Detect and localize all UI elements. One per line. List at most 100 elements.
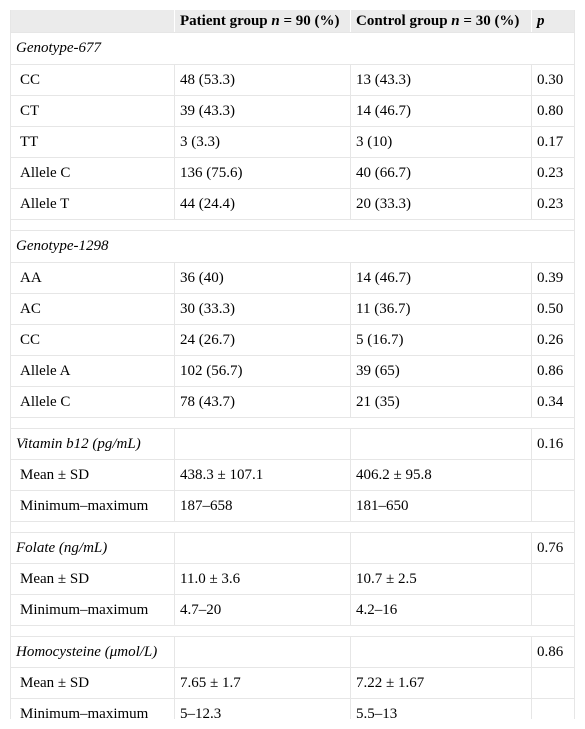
table-row: Mean ± SD 11.0 ± 3.6 10.7 ± 2.5 xyxy=(11,563,574,594)
table-row: Allele C 78 (43.7) 21 (35) 0.34 xyxy=(11,386,574,417)
section-vitamin-b12: Vitamin b12 (pg/mL) 0.16 xyxy=(11,428,574,459)
spacer-cell xyxy=(11,417,574,428)
patient-value: 438.3 ± 107.1 xyxy=(175,459,351,490)
patient-value: 39 (43.3) xyxy=(175,95,351,126)
control-value: 14 (46.7) xyxy=(351,95,532,126)
spacer-cell xyxy=(11,625,574,636)
row-label: Mean ± SD xyxy=(11,563,175,594)
patient-value: 5–12.3 xyxy=(175,698,351,719)
section-title: Genotype-677 xyxy=(11,32,574,64)
patient-value: 7.65 ± 1.7 xyxy=(175,667,351,698)
spacer-row xyxy=(11,521,574,532)
table-row: Allele C 136 (75.6) 40 (66.7) 0.23 xyxy=(11,157,574,188)
data-table-container: Patient group n = 90 (%) Control group n… xyxy=(10,10,575,719)
control-value: 4.2–16 xyxy=(351,594,532,625)
row-label: Allele A xyxy=(11,355,175,386)
p-value: 0.17 xyxy=(532,126,574,157)
row-label: Allele T xyxy=(11,188,175,219)
empty-cell xyxy=(532,490,574,521)
table-row: TT 3 (3.3) 3 (10) 0.17 xyxy=(11,126,574,157)
patient-value: 24 (26.7) xyxy=(175,324,351,355)
patient-value: 44 (24.4) xyxy=(175,188,351,219)
row-label: AC xyxy=(11,293,175,324)
table-row: CC 24 (26.7) 5 (16.7) 0.26 xyxy=(11,324,574,355)
control-value: 14 (46.7) xyxy=(351,262,532,293)
table-row: Mean ± SD 7.65 ± 1.7 7.22 ± 1.67 xyxy=(11,667,574,698)
row-label: CC xyxy=(11,64,175,95)
section-folate: Folate (ng/mL) 0.76 xyxy=(11,532,574,563)
section-title: Vitamin b12 (pg/mL) xyxy=(11,428,175,459)
header-control-col: Control group n = 30 (%) xyxy=(351,10,532,32)
spacer-cell xyxy=(11,219,574,230)
table-row: Minimum–maximum 5–12.3 5.5–13 xyxy=(11,698,574,719)
row-label: Allele C xyxy=(11,157,175,188)
empty-cell xyxy=(532,698,574,719)
p-value: 0.26 xyxy=(532,324,574,355)
table-row: Mean ± SD 438.3 ± 107.1 406.2 ± 95.8 xyxy=(11,459,574,490)
patient-value: 3 (3.3) xyxy=(175,126,351,157)
header-patient-col: Patient group n = 90 (%) xyxy=(175,10,351,32)
row-label: Minimum–maximum xyxy=(11,490,175,521)
table-row: Allele T 44 (24.4) 20 (33.3) 0.23 xyxy=(11,188,574,219)
empty-cell xyxy=(351,532,532,563)
table-row: AA 36 (40) 14 (46.7) 0.39 xyxy=(11,262,574,293)
control-value: 10.7 ± 2.5 xyxy=(351,563,532,594)
empty-cell xyxy=(351,636,532,667)
patient-value: 36 (40) xyxy=(175,262,351,293)
table-row: CT 39 (43.3) 14 (46.7) 0.80 xyxy=(11,95,574,126)
patient-value: 48 (53.3) xyxy=(175,64,351,95)
control-value: 20 (33.3) xyxy=(351,188,532,219)
table-row: AC 30 (33.3) 11 (36.7) 0.50 xyxy=(11,293,574,324)
empty-cell xyxy=(532,667,574,698)
section-genotype-677: Genotype-677 xyxy=(11,32,574,64)
p-value: 0.16 xyxy=(532,428,574,459)
control-value: 40 (66.7) xyxy=(351,157,532,188)
section-title: Genotype-1298 xyxy=(11,230,574,262)
control-value: 181–650 xyxy=(351,490,532,521)
p-value: 0.86 xyxy=(532,636,574,667)
header-row: Patient group n = 90 (%) Control group n… xyxy=(11,10,574,32)
spacer-cell xyxy=(11,521,574,532)
patient-value: 136 (75.6) xyxy=(175,157,351,188)
control-value: 7.22 ± 1.67 xyxy=(351,667,532,698)
patient-value: 11.0 ± 3.6 xyxy=(175,563,351,594)
patient-value: 4.7–20 xyxy=(175,594,351,625)
patient-value: 102 (56.7) xyxy=(175,355,351,386)
table-row: Allele A 102 (56.7) 39 (65) 0.86 xyxy=(11,355,574,386)
control-value: 11 (36.7) xyxy=(351,293,532,324)
row-label: Minimum–maximum xyxy=(11,698,175,719)
p-value: 0.86 xyxy=(532,355,574,386)
row-label: Minimum–maximum xyxy=(11,594,175,625)
control-value: 13 (43.3) xyxy=(351,64,532,95)
p-value: 0.39 xyxy=(532,262,574,293)
table-row: Minimum–maximum 187–658 181–650 xyxy=(11,490,574,521)
data-table: Patient group n = 90 (%) Control group n… xyxy=(11,10,574,719)
patient-value: 30 (33.3) xyxy=(175,293,351,324)
header-label-col xyxy=(11,10,175,32)
empty-cell xyxy=(175,636,351,667)
patient-value: 187–658 xyxy=(175,490,351,521)
control-value: 3 (10) xyxy=(351,126,532,157)
p-value: 0.23 xyxy=(532,188,574,219)
p-value: 0.76 xyxy=(532,532,574,563)
empty-cell xyxy=(175,532,351,563)
section-homocysteine: Homocysteine (μmol/L) 0.86 xyxy=(11,636,574,667)
spacer-row xyxy=(11,625,574,636)
table-row: CC 48 (53.3) 13 (43.3) 0.30 xyxy=(11,64,574,95)
control-value: 406.2 ± 95.8 xyxy=(351,459,532,490)
row-label: AA xyxy=(11,262,175,293)
p-value: 0.23 xyxy=(532,157,574,188)
empty-cell xyxy=(532,563,574,594)
section-title: Folate (ng/mL) xyxy=(11,532,175,563)
section-genotype-1298: Genotype-1298 xyxy=(11,230,574,262)
spacer-row xyxy=(11,219,574,230)
p-value: 0.34 xyxy=(532,386,574,417)
row-label: Mean ± SD xyxy=(11,667,175,698)
row-label: TT xyxy=(11,126,175,157)
spacer-row xyxy=(11,417,574,428)
row-label: CT xyxy=(11,95,175,126)
p-value: 0.30 xyxy=(532,64,574,95)
p-value: 0.50 xyxy=(532,293,574,324)
empty-cell xyxy=(175,428,351,459)
section-title: Homocysteine (μmol/L) xyxy=(11,636,175,667)
